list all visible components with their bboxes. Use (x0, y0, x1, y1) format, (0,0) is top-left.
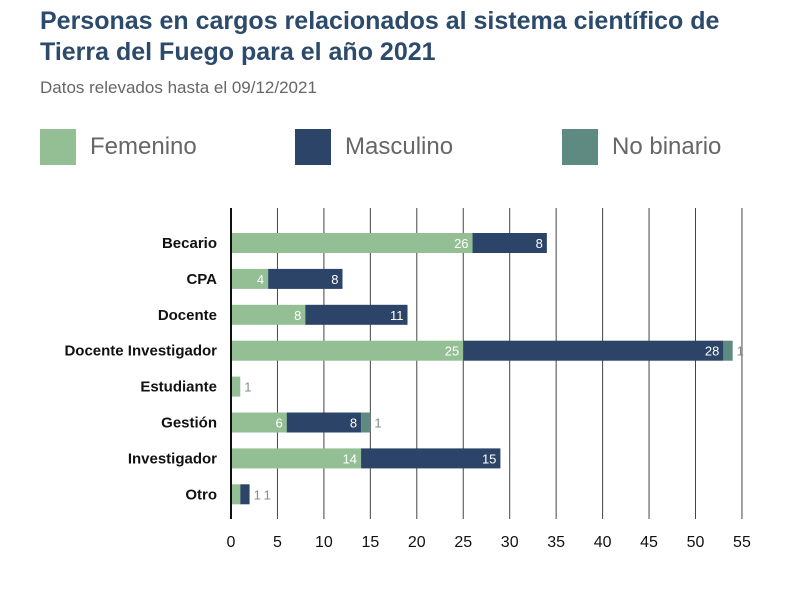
data-label: 8 (350, 416, 357, 431)
legend-swatch-masculino (295, 129, 331, 165)
data-label: 28 (705, 344, 719, 359)
bar-segment (361, 412, 371, 433)
x-tick-label: 45 (640, 534, 658, 551)
data-label: 14 (343, 451, 357, 466)
legend-label-no-binario: No binario (612, 133, 722, 160)
x-tick-label: 40 (594, 534, 612, 551)
x-tick-label: 30 (501, 534, 519, 551)
x-tick-label: 25 (454, 534, 472, 551)
x-tick-label: 50 (687, 534, 705, 551)
bar-segment (305, 304, 408, 325)
bar-segment (231, 484, 241, 505)
bar-segment (231, 268, 269, 289)
data-label: 1 (374, 416, 381, 431)
legend-swatch-no-binario (562, 129, 598, 165)
data-label: 8 (536, 236, 543, 251)
data-label: 1 (264, 487, 271, 502)
legend-item-masculino: Masculino (295, 128, 453, 166)
category-label: Estudiante (140, 379, 217, 396)
bar-segment (231, 412, 287, 433)
bar-segment (286, 412, 362, 433)
bar-segment (231, 233, 473, 253)
category-label: Becario (162, 235, 217, 252)
legend-label-masculino: Masculino (345, 133, 454, 160)
category-label: Investigador (128, 450, 217, 467)
bar-segment (240, 484, 250, 505)
data-label: 6 (276, 416, 283, 431)
bar-segment (231, 376, 241, 397)
data-label: 1 (737, 344, 744, 359)
data-label: 1 (244, 380, 251, 395)
legend-label-femenino: Femenino (90, 133, 197, 160)
chart-subtitle: Datos relevados hasta el 09/12/2021 (40, 78, 317, 97)
legend: Femenino Masculino No binario (40, 128, 760, 166)
category-label: Docente (158, 307, 217, 324)
legend-swatch-femenino (40, 129, 76, 165)
data-label: 25 (445, 344, 459, 359)
data-label: 15 (482, 451, 496, 466)
legend-item-no-binario: No binario (562, 128, 721, 166)
data-label: 4 (257, 272, 264, 287)
x-tick-label: 5 (273, 534, 282, 551)
bar-segment (231, 304, 306, 325)
bar-segment (472, 233, 547, 253)
data-label: 11 (390, 308, 404, 323)
category-label: Gestión (161, 415, 217, 432)
bar-segment (268, 268, 343, 289)
x-tick-label: 55 (733, 534, 751, 551)
category-label: CPA (186, 271, 217, 288)
bar-segment (231, 340, 464, 361)
data-label: 8 (331, 272, 338, 287)
x-tick-label: 10 (315, 534, 333, 551)
chart-title: Personas en cargos relacionados al siste… (40, 7, 720, 66)
bar-segment (723, 340, 733, 361)
bar-segment (463, 340, 724, 361)
x-tick-label: 20 (408, 534, 426, 551)
data-label: 1 (254, 487, 261, 502)
legend-item-femenino: Femenino (40, 128, 197, 166)
data-label: 26 (454, 236, 468, 251)
category-label: Otro (185, 486, 217, 503)
bar-segment (361, 448, 501, 469)
data-label: 8 (294, 308, 301, 323)
bar-segment (231, 448, 362, 469)
x-tick-label: 35 (547, 534, 565, 551)
category-label: Docente Investigador (64, 343, 217, 360)
x-tick-label: 15 (361, 534, 379, 551)
x-tick-label: 0 (227, 534, 236, 551)
